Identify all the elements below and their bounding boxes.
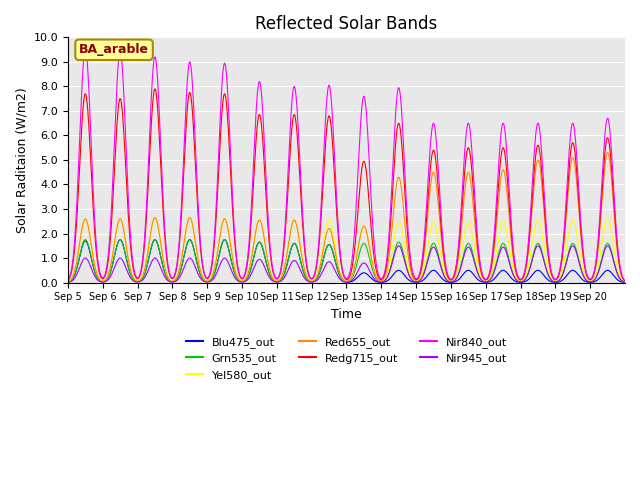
Grn535_out xyxy=(621,279,629,285)
Y-axis label: Solar Raditaion (W/m2): Solar Raditaion (W/m2) xyxy=(15,87,28,233)
Nir840_out xyxy=(152,55,159,60)
Yel580_out xyxy=(560,262,568,267)
Line: Grn535_out: Grn535_out xyxy=(68,240,625,282)
Grn535_out xyxy=(64,279,72,285)
Nir945_out xyxy=(559,270,567,276)
Blu475_out xyxy=(621,279,629,285)
Legend: Blu475_out, Grn535_out, Yel580_out, Red655_out, Redg715_out, Nir840_out, Nir945_: Blu475_out, Grn535_out, Yel580_out, Red6… xyxy=(182,332,511,385)
Line: Nir840_out: Nir840_out xyxy=(68,49,625,281)
Line: Nir945_out: Nir945_out xyxy=(68,246,625,282)
Redg715_out xyxy=(151,86,159,92)
Nir840_out xyxy=(332,186,340,192)
Red655_out xyxy=(614,255,622,261)
Nir945_out xyxy=(478,277,486,283)
Title: Reflected Solar Bands: Reflected Solar Bands xyxy=(255,15,438,33)
Yel580_out xyxy=(621,279,629,285)
Blu475_out xyxy=(614,277,622,283)
Redg715_out xyxy=(322,140,330,146)
Red655_out xyxy=(559,247,567,253)
Redg715_out xyxy=(332,201,340,206)
Redg715_out xyxy=(621,278,629,284)
Grn535_out xyxy=(614,272,622,278)
Grn535_out xyxy=(478,277,486,283)
Redg715_out xyxy=(560,240,568,245)
Nir945_out xyxy=(604,243,611,249)
Yel580_out xyxy=(322,228,330,233)
Redg715_out xyxy=(614,252,622,258)
Blu475_out xyxy=(152,237,159,243)
Red655_out xyxy=(478,272,486,277)
Nir945_out xyxy=(614,273,622,278)
Grn535_out xyxy=(332,262,340,267)
Grn535_out xyxy=(81,237,89,242)
Red655_out xyxy=(621,278,629,284)
Blu475_out xyxy=(116,237,124,242)
Yel580_out xyxy=(614,267,622,273)
Blu475_out xyxy=(332,262,340,267)
Nir945_out xyxy=(321,263,329,269)
Line: Yel580_out: Yel580_out xyxy=(68,217,625,282)
Red655_out xyxy=(321,236,329,242)
Grn535_out xyxy=(560,268,568,274)
Yel580_out xyxy=(332,250,340,256)
Line: Blu475_out: Blu475_out xyxy=(68,240,625,282)
Text: BA_arable: BA_arable xyxy=(79,43,149,56)
Redg715_out xyxy=(152,86,159,92)
Grn535_out xyxy=(152,237,159,243)
Nir840_out xyxy=(322,115,330,120)
Blu475_out xyxy=(64,279,72,285)
Grn535_out xyxy=(322,248,330,254)
Nir840_out xyxy=(560,234,568,240)
Blu475_out xyxy=(478,279,486,285)
Yel580_out xyxy=(152,215,159,221)
Nir945_out xyxy=(64,279,72,285)
Line: Red655_out: Red655_out xyxy=(68,153,625,282)
Line: Redg715_out: Redg715_out xyxy=(68,89,625,281)
Red655_out xyxy=(151,215,159,220)
Nir840_out xyxy=(621,278,629,284)
Yel580_out xyxy=(64,279,72,285)
Red655_out xyxy=(604,150,611,156)
Nir840_out xyxy=(614,249,622,254)
Nir840_out xyxy=(81,47,89,52)
Yel580_out xyxy=(151,215,159,220)
X-axis label: Time: Time xyxy=(331,308,362,321)
Blu475_out xyxy=(322,248,330,254)
Nir945_out xyxy=(621,279,629,285)
Redg715_out xyxy=(64,278,72,284)
Nir840_out xyxy=(478,270,486,276)
Redg715_out xyxy=(478,271,486,277)
Nir840_out xyxy=(64,277,72,283)
Yel580_out xyxy=(478,276,486,282)
Red655_out xyxy=(332,252,340,258)
Nir945_out xyxy=(332,269,340,275)
Nir945_out xyxy=(151,255,159,261)
Red655_out xyxy=(64,279,72,285)
Blu475_out xyxy=(560,276,568,282)
